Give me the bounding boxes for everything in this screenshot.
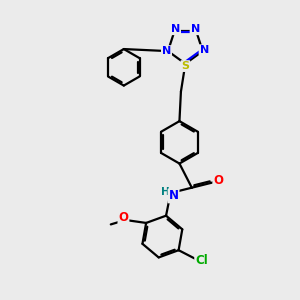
Text: O: O: [118, 211, 128, 224]
Text: Cl: Cl: [195, 254, 208, 267]
Text: N: N: [200, 45, 209, 55]
Text: S: S: [181, 61, 189, 71]
Text: N: N: [169, 189, 178, 203]
Text: O: O: [213, 173, 223, 187]
Text: N: N: [171, 24, 180, 34]
Text: N: N: [162, 46, 171, 56]
Text: H: H: [161, 187, 170, 196]
Text: N: N: [190, 24, 200, 34]
